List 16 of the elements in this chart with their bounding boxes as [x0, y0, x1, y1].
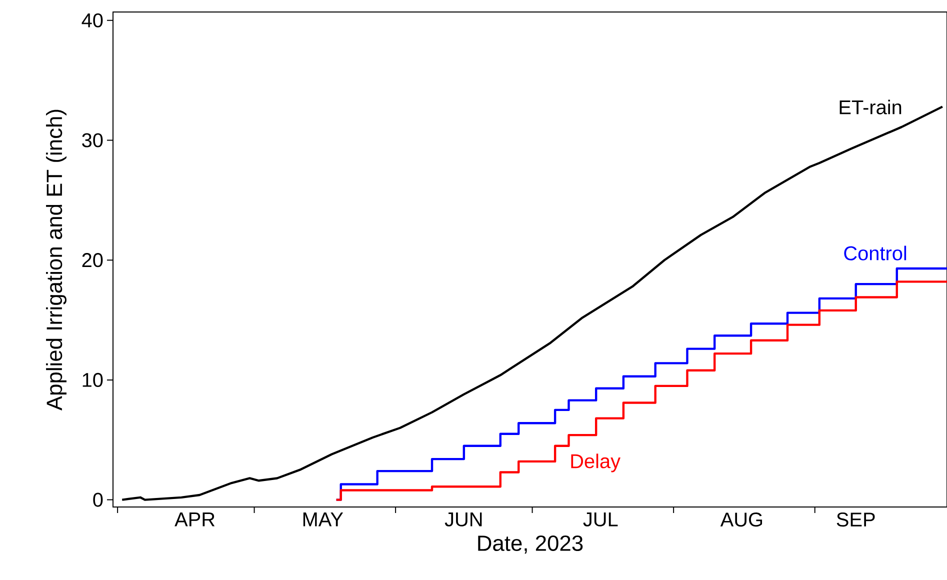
series-label: Control [844, 246, 906, 260]
y-tick-label: 20 [82, 253, 103, 268]
series-label: ET-rain [840, 100, 902, 114]
series-label: Delay [571, 454, 620, 472]
x-tick-label: AUG [720, 512, 762, 527]
y-tick-label: 40 [82, 13, 103, 28]
x-tick-label: JUL [583, 512, 618, 526]
x-tick-label: SEP [836, 512, 875, 527]
y-axis-title: Applied Irrigation and ET (inch) [46, 110, 66, 411]
x-tick-label: APR [174, 512, 215, 526]
y-tick-label: 30 [82, 133, 103, 148]
x-tick-label: JUN [444, 512, 482, 526]
y-tick-label: 10 [82, 372, 103, 387]
x-tick-label: MAY [303, 512, 344, 526]
x-axis-title: Date, 2023 [478, 535, 583, 554]
y-tick-label: 0 [93, 492, 103, 507]
